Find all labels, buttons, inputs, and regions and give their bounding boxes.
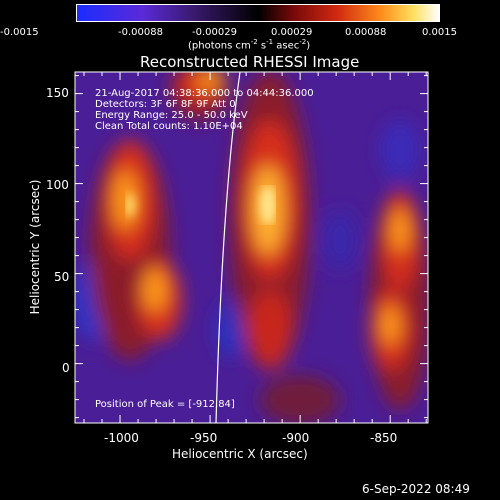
colorbar-tick: 0.00029 [271, 27, 313, 38]
colorbar-tick: -0.00088 [118, 27, 163, 38]
info-time-range: 21-Aug-2017 04:38:36.000 to 04:44:36.000 [95, 88, 314, 99]
peak-position: Position of Peak = [-912,84] [95, 399, 235, 410]
x-axis-label: Heliocentric X (arcsec) [172, 447, 308, 461]
y-tick-label: 0 [62, 361, 70, 375]
colorbar-tick: -0.00029 [192, 27, 237, 38]
info-total-counts: Clean Total counts: 1.10E+04 [95, 121, 243, 132]
colorbar-tick: 0.00088 [345, 27, 387, 38]
colorbar-units: (photons cm-2 s-1 asec-2) [188, 38, 311, 52]
info-detectors: Detectors: 3F 6F 8F 9F Att 0 [95, 99, 236, 110]
y-tick-label: 50 [54, 270, 70, 284]
image-map [75, 72, 428, 423]
y-tick-label: 150 [46, 86, 69, 100]
solar-limb-line [215, 72, 241, 423]
y-axis-label: Heliocentric Y (arcsec) [28, 179, 42, 315]
x-tick-label: -1000 [104, 431, 139, 445]
plot-title: Reconstructed RHESSI Image [140, 53, 360, 71]
footer-timestamp: 6-Sep-2022 08:49 [362, 482, 470, 496]
colorbar-tick: -0.0015 [0, 27, 39, 38]
colorbar-tick: 0.0015 [422, 27, 457, 38]
x-tick-label: -950 [190, 431, 218, 445]
plot-frame [74, 71, 429, 424]
x-tick-label: -900 [282, 431, 310, 445]
info-energy-range: Energy Range: 25.0 - 50.0 keV [95, 110, 248, 121]
x-tick-label: -850 [370, 431, 398, 445]
colorbar [76, 4, 440, 22]
axis-ticks [75, 72, 428, 423]
y-tick-label: 100 [46, 178, 69, 192]
